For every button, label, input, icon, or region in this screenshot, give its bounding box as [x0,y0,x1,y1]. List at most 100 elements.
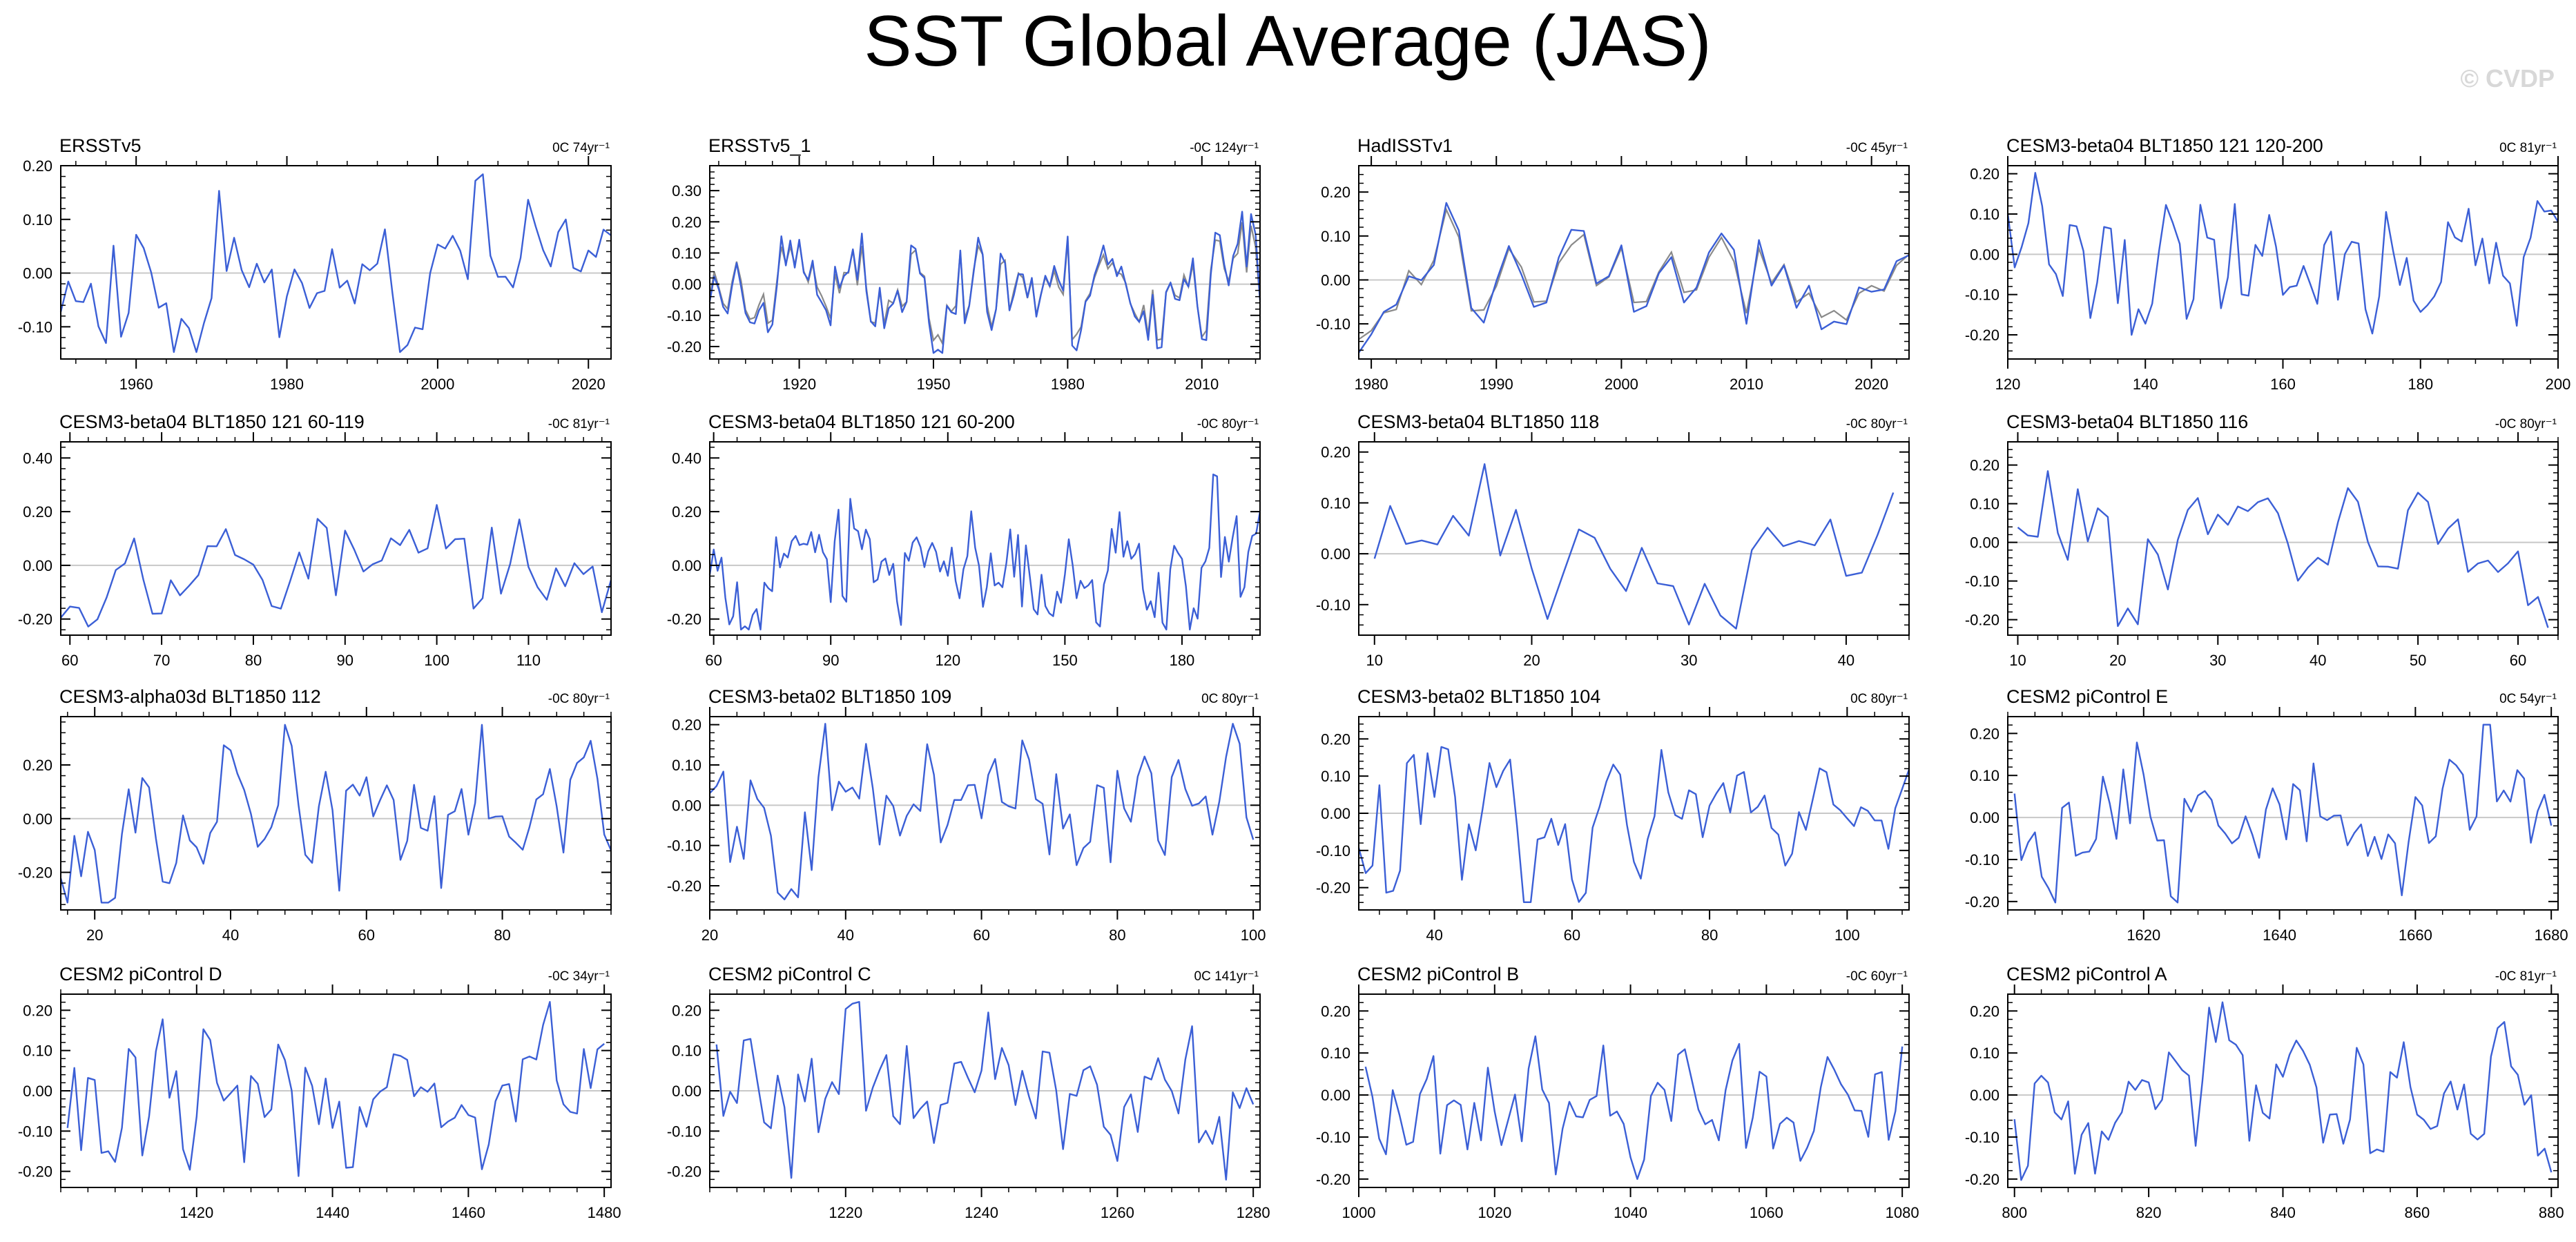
x-tick-label: 10 [1366,652,1383,669]
x-tick-label: 180 [2408,376,2433,393]
x-tick-label: 20 [701,926,718,944]
panel-7: CESM3-beta04 BLT1850 118 -0C 80yr⁻¹ 0.20 0.… [1316,411,1910,669]
observed-line [1358,207,1910,340]
y-tick-label: 0.00 [672,557,701,574]
plot-frame [709,716,1261,911]
y-tick-label: 0.10 [1970,206,1999,223]
x-tick-label: 40 [837,926,854,944]
panel-title: CESM2 piControl C [708,964,871,984]
y-tick-label: 0.00 [1321,271,1350,289]
plot-frame [60,441,612,636]
y-tick-label: 0.10 [672,244,701,262]
y-tick-label: -0.10 [1316,316,1350,333]
x-tick-label: 2010 [1185,376,1219,393]
x-tick-label: 1960 [119,376,153,393]
y-tick-label: -0.10 [667,837,701,855]
panel-3: HadISSTv1 -0C 45yr⁻¹ 0.20 0.10 0.00 -0.10 1980… [1316,135,1910,393]
series-line [1364,1035,1904,1181]
panel-14: CESM2 piControl C 0C 141yr⁻¹ 0.20 0.10 0.00 -… [667,964,1270,1221]
x-tick-label: 120 [1995,376,2021,393]
x-tick-label: 800 [2002,1204,2027,1221]
y-tick-label: -0.20 [667,338,701,356]
x-tick-label: 90 [822,652,839,669]
y-tick-label: 0.00 [1970,809,1999,826]
y-tick-label: -0.10 [667,307,701,324]
x-tick-label: 100 [1834,926,1860,944]
x-tick-label: 1420 [180,1204,213,1221]
y-tick-label: 0.20 [1970,166,1999,183]
x-tick-label: 60 [61,652,78,669]
y-tick-label: 0.00 [1321,1087,1350,1104]
y-tick-label: 0.30 [672,182,701,200]
y-tick-label: 0.00 [1321,545,1350,563]
x-tick-label: 60 [358,926,375,944]
x-tick-label: 110 [516,652,541,669]
panels: ERSSTv5 0C 74yr⁻¹ 0.20 0.10 0.00 -0.10 1960 198… [18,135,2571,1221]
series-line [2013,724,2553,904]
x-tick-label: 120 [935,652,960,669]
y-tick-label: 0.00 [1970,246,1999,263]
trend-label: -0C 45yr⁻¹ [1846,141,1908,155]
x-tick-label: 200 [2546,376,2571,393]
trend-label: -0C 80yr⁻¹ [2495,417,2557,431]
y-tick-label: -0.20 [1965,893,1999,911]
y-tick-label: -0.20 [667,877,701,895]
y-tick-label: 0.10 [1970,496,1999,513]
y-tick-label: -0.20 [667,1163,701,1181]
panel-13: CESM2 piControl D -0C 34yr⁻¹ 0.20 0.10 0.00 -… [18,964,621,1221]
x-tick-label: 2000 [1605,376,1638,393]
x-tick-label: 2020 [572,376,606,393]
trend-label: -0C 81yr⁻¹ [2495,969,2557,984]
panel-2: ERSSTv5_1 -0C 124yr⁻¹ 0.30 0.20 0.10 0.00 -0.1… [667,135,1261,393]
plot-frame [60,165,612,360]
x-tick-label: 150 [1052,652,1078,669]
x-tick-label: 1240 [965,1204,998,1221]
y-tick-label: -0.20 [1965,327,1999,344]
y-tick-label: 0.10 [1970,1045,1999,1062]
panel-1: ERSSTv5 0C 74yr⁻¹ 0.20 0.10 0.00 -0.10 1960 198… [18,135,612,393]
trend-label: 0C 80yr⁻¹ [1850,692,1908,706]
y-tick-label: 0.20 [23,157,52,175]
y-tick-label: 0.10 [1321,768,1350,785]
y-tick-label: -0.20 [18,1163,52,1181]
y-tick-label: -0.10 [1316,1129,1350,1146]
x-tick-label: 40 [2309,652,2326,669]
panel-title: ERSSTv5 [59,135,142,156]
y-tick-label: 0.00 [23,1083,52,1100]
y-tick-label: 0.10 [23,1042,52,1060]
x-tick-label: 1980 [1051,376,1085,393]
series-line [59,724,612,904]
x-tick-label: 80 [1109,926,1125,944]
x-tick-label: 100 [1241,926,1266,944]
y-tick-label: -0.10 [1965,1129,1999,1146]
series-line [708,474,1261,631]
x-tick-label: 20 [2109,652,2126,669]
y-tick-label: 0.20 [1321,184,1350,201]
panel-title: CESM3-beta02 BLT1850 104 [1357,686,1600,707]
panel-9: CESM3-alpha03d BLT1850 112 -0C 80yr⁻¹ 0.20… [18,686,612,944]
x-tick-label: 70 [153,652,170,669]
series-line [1373,463,1895,630]
y-tick-label: 0.00 [672,797,701,814]
x-tick-label: 180 [1170,652,1195,669]
series-line [2006,172,2559,336]
plot-frame [60,716,612,911]
trend-label: 0C 80yr⁻¹ [1201,692,1259,706]
panel-15: CESM2 piControl B -0C 60yr⁻¹ 0.20 0.10 0.00 -… [1316,964,1919,1221]
trend-label: -0C 34yr⁻¹ [548,969,610,984]
plot-frame [1358,993,1910,1188]
y-tick-label: 0.10 [1970,767,1999,784]
series-line [66,1000,605,1177]
x-tick-label: 20 [1523,652,1540,669]
y-tick-label: 0.20 [672,717,701,734]
y-tick-label: 0.20 [672,213,701,231]
y-tick-label: 0.20 [23,1002,52,1019]
x-tick-label: 840 [2270,1204,2296,1221]
y-tick-label: 0.00 [23,265,52,282]
series-line [2017,470,2549,628]
watermark: © CVDP [2460,64,2555,93]
x-tick-label: 60 [705,652,722,669]
y-tick-label: -0.20 [667,611,701,628]
x-tick-label: 40 [1426,926,1442,944]
y-tick-label: -0.20 [1316,1171,1350,1188]
